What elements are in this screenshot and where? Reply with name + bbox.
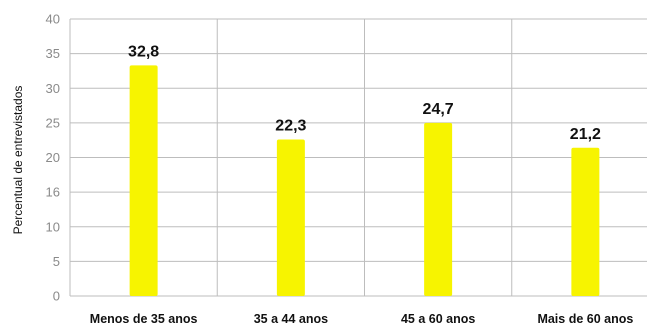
x-tick-label: 45 a 60 anos bbox=[401, 312, 475, 324]
bar bbox=[129, 65, 158, 297]
x-tick-label: Mais de 60 anos bbox=[537, 312, 633, 324]
x-tick-label: 35 a 44 anos bbox=[254, 312, 328, 324]
y-tick-label: 25 bbox=[46, 115, 60, 130]
bars bbox=[129, 65, 600, 297]
y-axis-label: Percentual de entrevistados bbox=[11, 86, 25, 235]
x-tick-label: Menos de 35 anos bbox=[90, 312, 198, 324]
y-tick-label: 10 bbox=[46, 219, 60, 234]
bar bbox=[571, 147, 600, 296]
data-label: 22,3 bbox=[275, 117, 306, 134]
y-tick-label: 5 bbox=[53, 254, 60, 269]
bar bbox=[424, 122, 453, 296]
data-label: 32,8 bbox=[128, 43, 159, 60]
gridlines bbox=[69, 18, 647, 297]
y-tick-label: 20 bbox=[46, 150, 60, 165]
y-tick-label: 30 bbox=[46, 81, 60, 96]
data-label: 24,7 bbox=[423, 101, 454, 118]
data-labels: 32,8 22,3 24,7 21,2 bbox=[128, 43, 601, 142]
y-tick-label: 35 bbox=[46, 46, 60, 61]
data-label: 21,2 bbox=[570, 126, 601, 143]
y-tick-label: 16 bbox=[46, 185, 60, 200]
x-tick-labels: Menos de 35 anos 35 a 44 anos 45 a 60 anos… bbox=[90, 312, 634, 324]
y-tick-label: 40 bbox=[46, 12, 60, 27]
bar bbox=[276, 139, 305, 296]
y-tick-label: 0 bbox=[53, 289, 60, 304]
y-tick-labels: 0 5 10 16 20 25 30 35 40 bbox=[46, 12, 60, 304]
